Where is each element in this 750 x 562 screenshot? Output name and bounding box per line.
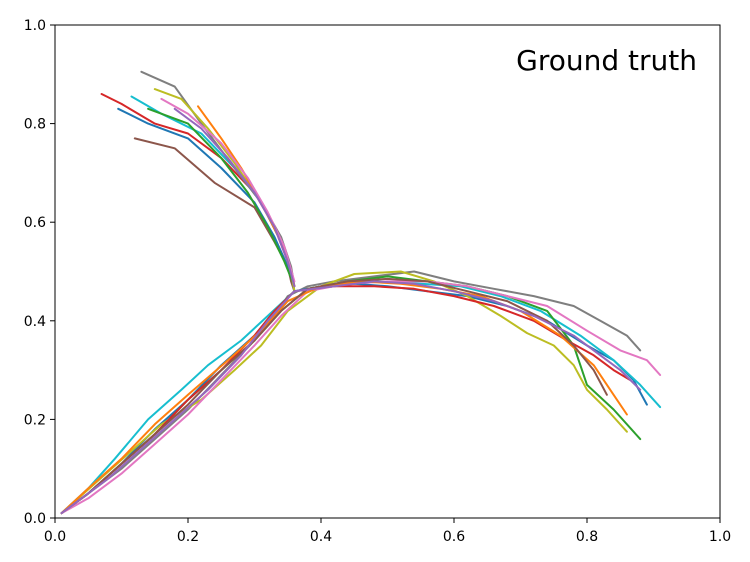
y-tick-label: 0.0 xyxy=(24,511,46,527)
y-tick-label: 0.8 xyxy=(24,117,46,133)
x-tick-label: 0.2 xyxy=(177,529,199,545)
x-tick-label: 0.4 xyxy=(310,529,332,545)
y-tick-label: 0.6 xyxy=(24,215,46,231)
series-line-19 xyxy=(60,280,642,515)
series-layer xyxy=(60,70,662,515)
chart-title: Ground truth xyxy=(516,44,697,77)
x-tick-label: 1.0 xyxy=(709,529,731,545)
series-line-8 xyxy=(160,97,296,283)
x-tick-label: 0.6 xyxy=(443,529,465,545)
series-line-4 xyxy=(147,107,296,288)
x-tick-label: 0.0 xyxy=(44,529,66,545)
x-axis: 0.0 0.2 0.4 0.6 0.8 1.0 xyxy=(44,518,731,545)
y-tick-label: 1.0 xyxy=(24,18,46,34)
series-line-2 xyxy=(117,107,296,288)
series-line-17 xyxy=(60,280,628,515)
y-axis: 0.0 0.2 0.4 0.6 0.8 1.0 xyxy=(24,18,55,527)
x-tick-label: 0.8 xyxy=(576,529,598,545)
series-line-10 xyxy=(60,270,642,515)
y-tick-label: 0.2 xyxy=(24,412,46,428)
y-tick-label: 0.4 xyxy=(24,314,46,330)
series-line-9 xyxy=(173,107,296,288)
plot-frame xyxy=(54,24,721,519)
